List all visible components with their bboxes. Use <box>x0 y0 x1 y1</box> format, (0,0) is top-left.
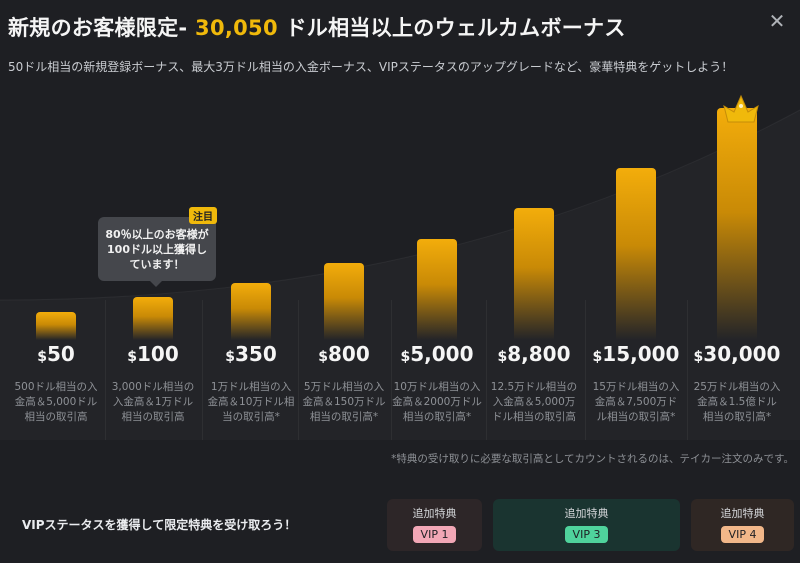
column-separator <box>298 300 299 440</box>
tier-currency: $ <box>318 349 328 365</box>
tier-bar <box>417 239 457 340</box>
tier-currency: $ <box>37 349 47 365</box>
tier-description: 25万ドル相当の入金高＆1.5億ドル相当の取引高* <box>693 381 781 423</box>
tooltip-line: ています！ <box>129 258 185 271</box>
tier-bar <box>717 108 757 340</box>
tier-amount: $350 <box>203 342 299 366</box>
tier-amount: $5,000 <box>389 342 485 366</box>
tier-amount-value: 350 <box>235 342 277 366</box>
tier-amount: $15,000 <box>588 342 684 366</box>
tier-amount-value: 50 <box>46 342 75 366</box>
vip4-bonus-card[interactable]: 追加特典 VIP 4 <box>691 499 794 551</box>
card-title: 追加特典 <box>412 507 457 520</box>
tier-bar <box>36 312 76 340</box>
title-suffix: ドル相当以上のウェルカムボーナス <box>277 16 626 40</box>
title-amount: 30,050 <box>195 16 278 40</box>
tier-currency: $ <box>693 349 704 365</box>
card-title: 追加特典 <box>720 507 765 520</box>
tier-bar <box>514 208 554 340</box>
tier-description: 500ドル相当の入金高＆5,000ドル相当の取引高 <box>14 381 98 423</box>
tooltip-line: 80％以上のお客様が <box>105 228 209 241</box>
title-prefix: 新規のお客様限定- <box>8 16 196 40</box>
tier-currency: $ <box>127 349 137 365</box>
tier-currency: $ <box>497 349 508 365</box>
tier-bar <box>324 263 364 340</box>
tier-description: 12.5万ドル相当の入金高＆5,000万ドル相当の取引高 <box>490 381 578 423</box>
vip-badge: VIP 1 <box>412 526 457 543</box>
tier-currency: $ <box>225 349 235 365</box>
column-separator <box>105 300 106 440</box>
tier-amount-value: 100 <box>137 342 179 366</box>
column-separator <box>202 300 203 440</box>
tier-amount: $100 <box>105 342 201 366</box>
tier-description: 15万ドル相当の入金高＆7,500万ドル相当の取引高* <box>592 381 680 423</box>
tier-amount-value: 30,000 <box>703 342 781 366</box>
column-separator <box>486 300 487 440</box>
tier-amount-value: 8,800 <box>507 342 571 366</box>
vip1-bonus-card[interactable]: 追加特典 VIP 1 <box>387 499 482 551</box>
attention-badge: 注目 <box>189 207 217 224</box>
tier-currency: $ <box>400 349 411 365</box>
page-title: 新規のお客様限定- 30,050 ドル相当以上のウェルカムボーナス <box>8 12 626 42</box>
subtitle: 50ドル相当の新規登録ボーナス、最大3万ドル相当の入金ボーナス、VIPステータス… <box>8 60 734 74</box>
tier-bar <box>231 283 271 340</box>
tier-amount: $800 <box>296 342 392 366</box>
tooltip-popular: 80％以上のお客様が 100ドル以上獲得し ています！ <box>98 217 216 287</box>
tier-amount-value: 15,000 <box>602 342 680 366</box>
tier-currency: $ <box>592 349 603 365</box>
vip-badge: VIP 3 <box>564 526 609 543</box>
tier-description: 3,000ドル相当の入金高＆1万ドル相当の取引高 <box>111 381 195 423</box>
card-title: 追加特典 <box>564 507 609 520</box>
tier-amount-value: 800 <box>328 342 370 366</box>
tier-amount: $50 <box>8 342 104 366</box>
footnote: *特典の受け取りに必要な取引高としてカウントされるのは、テイカー注文のみです。 <box>391 453 794 465</box>
vip-badge: VIP 4 <box>720 526 765 543</box>
vip-promo-text: VIPステータスを獲得して限定特典を受け取ろう！ <box>22 518 297 532</box>
tier-bar <box>616 168 656 340</box>
crown-icon <box>723 94 759 123</box>
tier-bar <box>133 297 173 340</box>
tier-description: 10万ドル相当の入金高＆2000万ドル相当の取引高* <box>392 381 482 423</box>
column-separator <box>585 300 586 440</box>
close-icon[interactable]: ✕ <box>768 9 786 33</box>
column-separator <box>687 300 688 440</box>
vip3-bonus-card[interactable]: 追加特典 VIP 3 <box>493 499 680 551</box>
tier-amount: $8,800 <box>486 342 582 366</box>
column-separator <box>391 300 392 440</box>
tier-amount-value: 5,000 <box>410 342 474 366</box>
tier-description: 5万ドル相当の入金高＆150万ドル相当の取引高* <box>302 381 386 423</box>
tooltip-line: 100ドル以上獲得し <box>107 243 207 256</box>
tier-amount: $30,000 <box>689 342 785 366</box>
tier-description: 1万ドル相当の入金高＆10万ドル相当の取引高* <box>207 381 295 423</box>
